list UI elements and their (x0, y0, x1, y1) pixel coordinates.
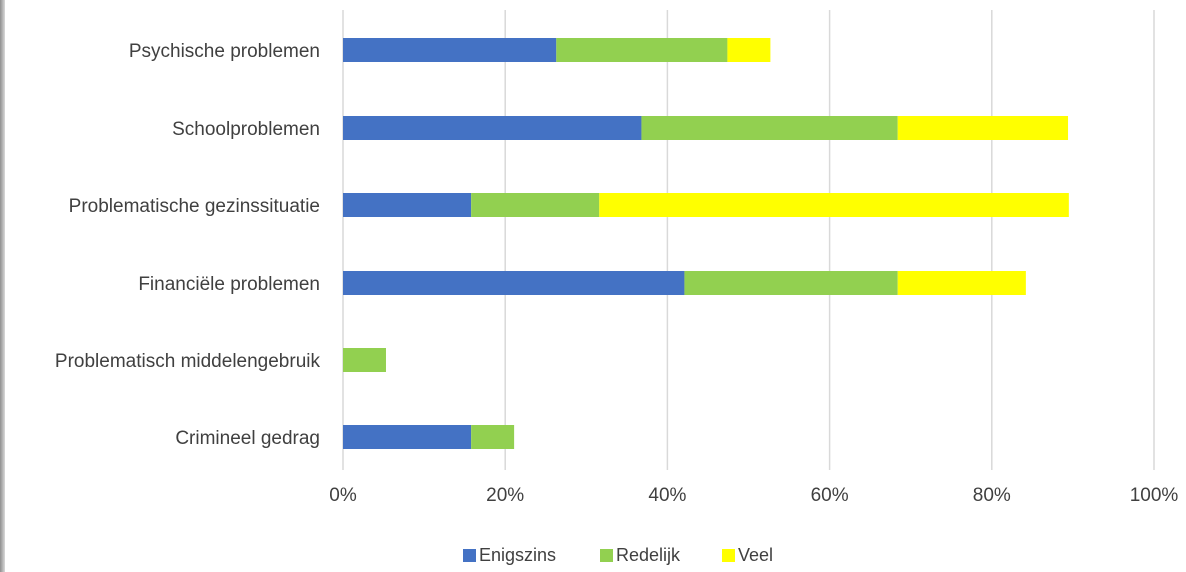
bar-segment-redelijk (556, 38, 728, 62)
bar-segment-redelijk (343, 348, 386, 372)
bar-segment-redelijk (471, 193, 600, 217)
window-edge (0, 0, 5, 572)
x-tick-label: 40% (648, 485, 686, 506)
x-tick-label: 60% (811, 485, 849, 506)
legend-label-redelijk: Redelijk (616, 545, 681, 565)
bar-segment-redelijk (641, 116, 898, 140)
category-labels: Psychische problemen Schoolproblemen Probl… (55, 41, 321, 449)
x-tick-label: 0% (329, 485, 357, 506)
bar-segment-veel (599, 193, 1069, 217)
legend-label-enigszins: Enigszins (479, 545, 556, 565)
legend-swatch-redelijk (600, 549, 613, 562)
bar-segment-redelijk (471, 425, 515, 449)
legend-swatch-enigszins (463, 549, 476, 562)
x-tick-label: 100% (1130, 485, 1179, 506)
bar-segment-enigszins (343, 193, 472, 217)
bar-segment-enigszins (343, 425, 472, 449)
category-label: Crimineel gedrag (175, 428, 320, 449)
gridlines (342, 10, 1155, 470)
legend-swatch-veel (722, 549, 735, 562)
category-label: Financiële problemen (138, 274, 320, 295)
bar-segment-veel (897, 271, 1026, 295)
bar-segment-enigszins (343, 116, 642, 140)
category-label: Schoolproblemen (172, 119, 320, 140)
bars (343, 38, 1069, 449)
legend: Enigszins Redelijk Veel (463, 545, 773, 565)
category-label: Problematische gezinssituatie (69, 196, 320, 217)
category-label: Problematisch middelengebruik (55, 351, 321, 372)
bar-segment-enigszins (343, 271, 685, 295)
bar-segment-veel (897, 116, 1069, 140)
x-axis-tick-labels: 0% 20% 40% 60% 80% 100% (329, 485, 1178, 506)
legend-label-veel: Veel (738, 545, 773, 565)
x-tick-label: 80% (973, 485, 1011, 506)
bar-segment-redelijk (684, 271, 898, 295)
category-label: Psychische problemen (129, 41, 320, 62)
bar-segment-veel (727, 38, 771, 62)
x-tick-label: 20% (486, 485, 524, 506)
bar-segment-enigszins (343, 38, 557, 62)
